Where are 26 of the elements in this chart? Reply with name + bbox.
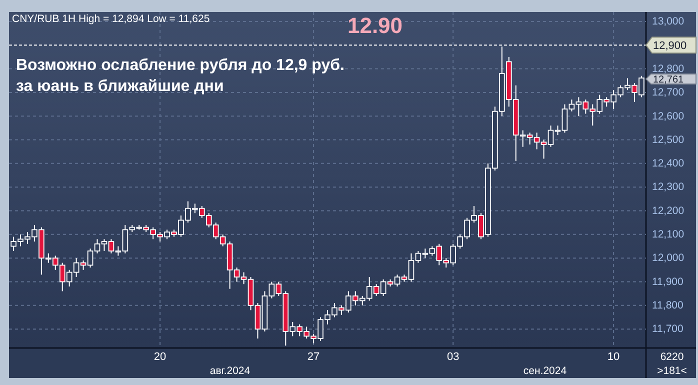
y-tick-label: 11,700 xyxy=(652,323,684,336)
text: 12,761 xyxy=(653,74,684,86)
text: 6220 xyxy=(660,351,684,363)
x-tick-label: 10 xyxy=(607,351,620,363)
text: авг.2024 xyxy=(210,365,250,377)
y-tick-label: 12,200 xyxy=(652,204,684,217)
annotation: 12.90 xyxy=(347,13,403,38)
chart-subtitle: CNY/RUB 1H High = 12,894 Low = 11,625 xyxy=(12,13,210,25)
x-tick-label: 03 xyxy=(446,351,460,363)
y-tick-label: 12,700 xyxy=(652,86,684,99)
y-tick-label: 11,900 xyxy=(652,276,684,288)
x-tick-label: 20 xyxy=(154,351,166,363)
y-tick-label: 12,600 xyxy=(652,110,684,122)
y-tick-label: 11,800 xyxy=(652,300,684,312)
ref-line-label: 12,900 xyxy=(653,40,687,52)
y-tick-label: 12,500 xyxy=(652,134,684,146)
text: сен.2024 xyxy=(523,365,567,377)
y-tick-label: 12,800 xyxy=(652,62,684,75)
x-tick-label: 27 xyxy=(307,351,320,363)
y-tick-label: 12,300 xyxy=(652,181,684,194)
y-tick-label: 13,000 xyxy=(652,16,684,28)
text: Возможно ослабление рубля до 12,9 руб. за юань в ближайшие дни xyxy=(16,57,344,95)
text: >181< xyxy=(657,365,687,377)
y-tick-label: 12,400 xyxy=(652,158,684,170)
y-tick-label: 12,100 xyxy=(652,228,684,241)
y-tick-label: 12,000 xyxy=(652,252,684,264)
